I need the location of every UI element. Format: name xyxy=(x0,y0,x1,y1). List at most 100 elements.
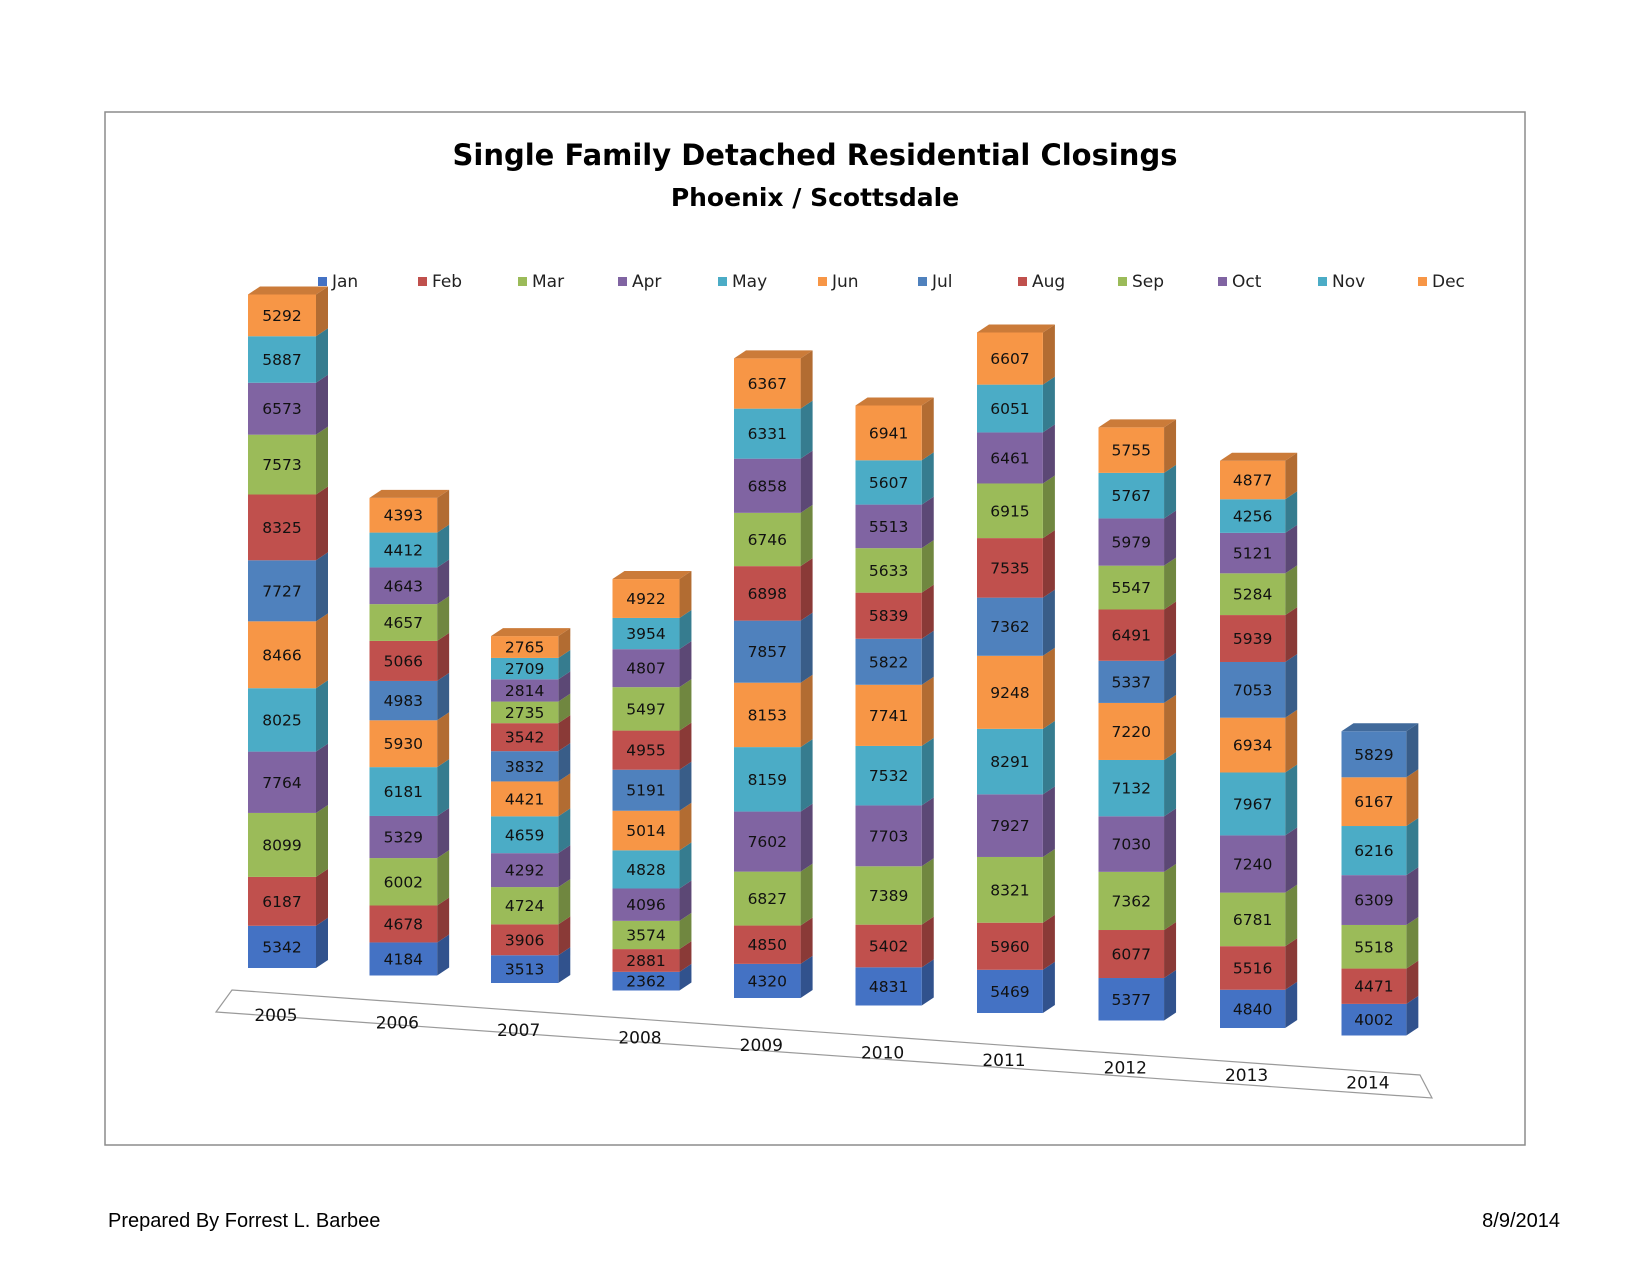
segment-side-2011-feb xyxy=(1042,914,1055,970)
segment-side-2008-jul xyxy=(679,761,692,811)
segment-2012-may xyxy=(1098,759,1165,817)
legend-swatch-aug xyxy=(1018,277,1027,286)
data-label-2013-jun: 6934 xyxy=(1233,737,1272,755)
segment-side-2012-mar xyxy=(1164,863,1177,931)
data-label-2010-jan: 4831 xyxy=(869,978,908,996)
segment-side-2006-jun xyxy=(437,712,450,768)
data-label-2013-aug: 5939 xyxy=(1233,630,1272,648)
legend-swatch-jan xyxy=(318,277,327,286)
data-label-2011-nov: 6051 xyxy=(990,400,1029,418)
data-label-2008-dec: 4922 xyxy=(626,590,665,608)
segment-2013-may xyxy=(1220,772,1286,836)
data-label-2005-mar: 8099 xyxy=(262,836,301,854)
data-label-2006-apr: 5329 xyxy=(384,829,423,847)
segment-2011-apr xyxy=(977,794,1043,857)
x-tick-2005: 2005 xyxy=(254,1006,297,1026)
segment-2013-jun xyxy=(1220,717,1286,773)
segment-2006-dec xyxy=(369,497,438,533)
legend-swatch-jun xyxy=(818,277,827,286)
segment-2006-may xyxy=(369,767,438,816)
segment-2010-jun xyxy=(855,684,922,746)
data-label-2012-apr: 7030 xyxy=(1112,836,1151,854)
segment-side-2010-nov xyxy=(921,452,934,505)
segment-side-2013-oct xyxy=(1285,524,1298,574)
segment-2011-jan xyxy=(977,969,1043,1013)
column-top-2005 xyxy=(248,286,328,295)
segment-2009-sep xyxy=(734,512,801,567)
segment-2006-feb xyxy=(369,905,438,943)
data-label-2013-may: 7967 xyxy=(1233,795,1272,813)
segment-2011-dec xyxy=(977,332,1043,385)
segment-2010-mar xyxy=(855,866,922,925)
segment-2007-oct xyxy=(491,679,559,702)
x-tick-2012: 2012 xyxy=(1104,1059,1147,1079)
data-label-2010-aug: 5839 xyxy=(869,607,908,625)
segment-side-2005-may xyxy=(316,680,328,752)
segment-2014-jan xyxy=(1341,1003,1407,1036)
segment-side-2012-feb xyxy=(1164,922,1177,979)
segment-side-2007-mar xyxy=(558,879,571,925)
segment-2013-jan xyxy=(1220,989,1286,1028)
segment-side-2011-dec xyxy=(1042,324,1055,385)
segment-side-2013-apr xyxy=(1285,827,1298,893)
data-label-2005-nov: 5887 xyxy=(262,351,301,369)
segment-2009-feb xyxy=(734,925,801,964)
segment-side-2012-jan xyxy=(1164,970,1177,1021)
segment-side-2009-feb xyxy=(800,917,813,964)
data-label-2005-jan: 5342 xyxy=(262,938,301,956)
column-top-2013 xyxy=(1220,452,1298,461)
column-top-2010 xyxy=(855,397,934,406)
legend-swatch-dec xyxy=(1418,277,1427,286)
segment-side-2007-feb xyxy=(558,916,571,956)
segment-2011-nov xyxy=(977,384,1043,433)
segment-side-2013-may xyxy=(1285,764,1298,836)
segment-side-2006-sep xyxy=(437,596,450,641)
data-label-2008-jul: 5191 xyxy=(626,782,665,800)
data-label-2009-nov: 6331 xyxy=(748,425,787,443)
segment-side-2011-sep xyxy=(1042,475,1055,539)
segment-side-2011-jun xyxy=(1042,647,1055,729)
data-label-2012-feb: 6077 xyxy=(1112,946,1151,964)
data-label-2011-jun: 9248 xyxy=(990,684,1029,702)
legend: Jan Feb Mar Apr May Jun Jul Aug Sep Oct Nov Dec xyxy=(318,272,1465,292)
segment-2011-mar xyxy=(977,856,1043,923)
legend-swatch-apr xyxy=(618,277,627,286)
segment-side-2005-apr xyxy=(316,743,328,813)
data-label-2009-mar: 6827 xyxy=(748,890,787,908)
segment-2010-nov xyxy=(855,460,922,505)
data-label-2012-mar: 7362 xyxy=(1112,892,1151,910)
segment-side-2007-jan xyxy=(558,947,571,983)
segment-2009-jul xyxy=(734,620,801,683)
data-label-2009-apr: 7602 xyxy=(748,833,787,851)
segment-side-2006-mar xyxy=(437,850,450,906)
segment-side-2011-oct xyxy=(1042,424,1055,484)
segment-side-2007-nov xyxy=(558,649,571,680)
data-label-2005-may: 8025 xyxy=(262,711,301,729)
segment-2005-jul xyxy=(248,560,316,622)
legend-label-nov: Nov xyxy=(1332,272,1365,292)
segment-2009-jan xyxy=(734,963,801,998)
segment-2007-jul xyxy=(491,751,559,782)
data-label-2013-nov: 4256 xyxy=(1233,508,1272,526)
data-label-2014-mar: 5518 xyxy=(1354,938,1393,956)
x-tick-2014: 2014 xyxy=(1346,1074,1389,1094)
segment-side-2010-apr xyxy=(921,797,934,867)
segment-side-2009-jul xyxy=(800,612,813,683)
segment-2008-oct xyxy=(612,649,680,688)
legend-label-jan: Jan xyxy=(331,272,358,292)
segment-side-2008-aug xyxy=(679,722,692,770)
data-label-2007-jun: 4421 xyxy=(505,790,544,808)
data-label-2006-sep: 4657 xyxy=(384,614,423,632)
legend-label-may: May xyxy=(732,272,767,292)
column-2011: 5469 5960 8321 7927 8291 9248 7362 7535 6915 6461… xyxy=(977,324,1055,1013)
segment-2012-jul xyxy=(1098,660,1165,703)
segment-side-2013-feb xyxy=(1285,938,1298,990)
segment-side-2014-jan xyxy=(1406,995,1419,1036)
segment-2009-aug xyxy=(734,566,801,621)
segment-2005-nov xyxy=(248,336,316,383)
segment-2012-sep xyxy=(1098,565,1165,610)
segment-2010-aug xyxy=(855,592,922,639)
prepared-by-text: Prepared By Forrest L. Barbee xyxy=(108,1210,381,1232)
segment-2013-aug xyxy=(1220,615,1286,662)
data-label-2011-mar: 8321 xyxy=(990,881,1029,899)
